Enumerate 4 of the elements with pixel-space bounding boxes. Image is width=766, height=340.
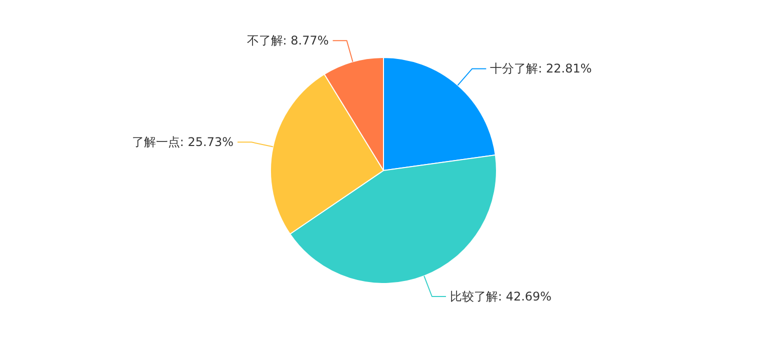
slice-label: 比较了解: 42.69%	[450, 290, 552, 304]
slice-label: 十分了解: 22.81%	[490, 62, 592, 76]
slice-label: 不了解: 8.77%	[246, 34, 329, 48]
slice-label: 了解一点: 25.73%	[132, 135, 234, 150]
